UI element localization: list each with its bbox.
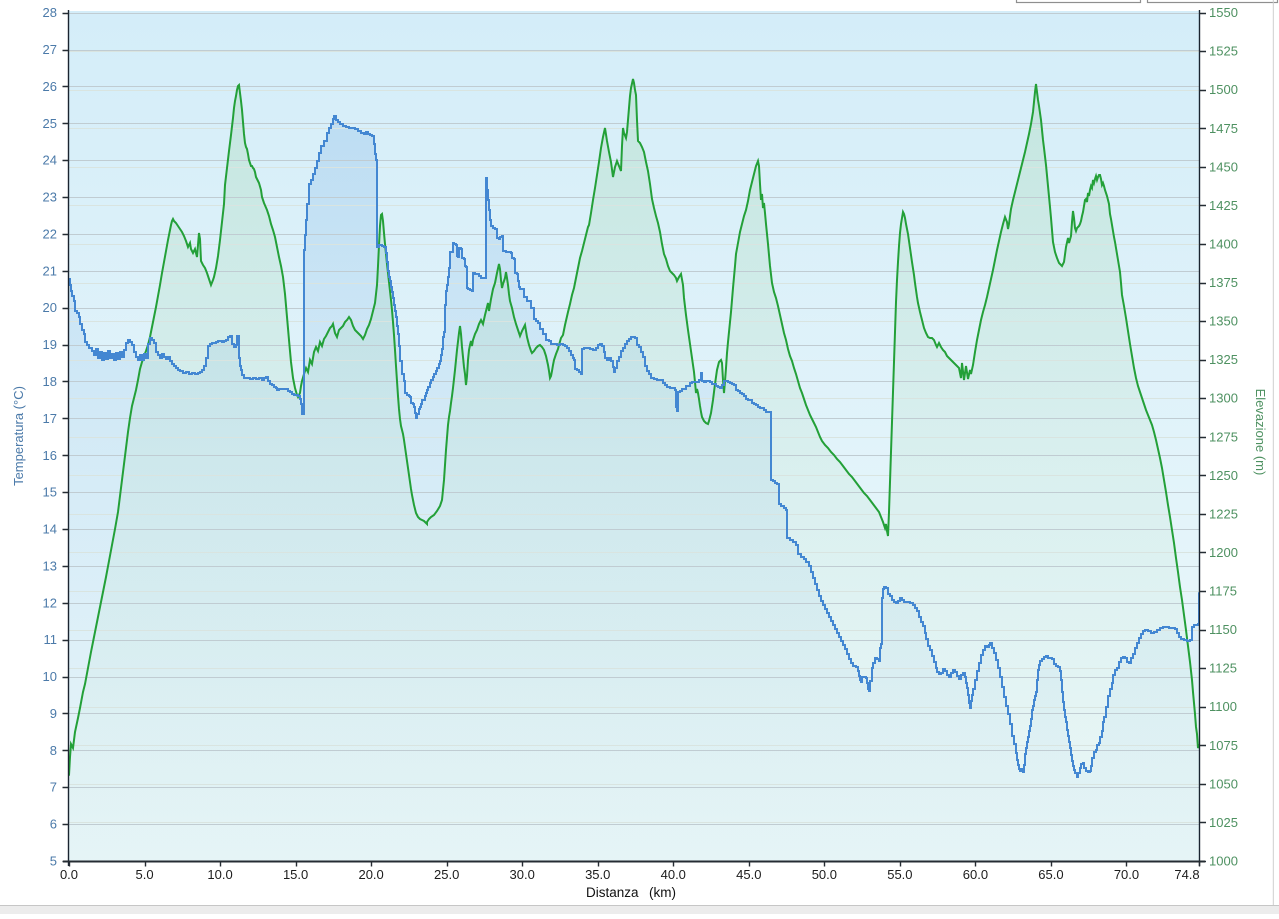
svg-text:1325: 1325 <box>1209 352 1238 367</box>
svg-text:50.0: 50.0 <box>812 867 837 882</box>
svg-text:15: 15 <box>43 485 57 500</box>
svg-text:13: 13 <box>43 558 57 573</box>
svg-text:55.0: 55.0 <box>887 867 912 882</box>
svg-text:1425: 1425 <box>1209 198 1238 213</box>
svg-text:10.0: 10.0 <box>207 867 232 882</box>
svg-text:45.0: 45.0 <box>736 867 761 882</box>
svg-text:1450: 1450 <box>1209 159 1238 174</box>
svg-text:1475: 1475 <box>1209 121 1238 136</box>
svg-text:35.0: 35.0 <box>585 867 610 882</box>
svg-text:1225: 1225 <box>1209 506 1238 521</box>
svg-text:24: 24 <box>43 153 57 168</box>
svg-text:1375: 1375 <box>1209 275 1238 290</box>
svg-text:1525: 1525 <box>1209 44 1238 59</box>
svg-text:11: 11 <box>44 632 58 647</box>
svg-text:1275: 1275 <box>1209 429 1238 444</box>
svg-text:22: 22 <box>43 226 57 241</box>
svg-text:26: 26 <box>43 79 57 94</box>
svg-text:9: 9 <box>50 706 57 721</box>
svg-text:40.0: 40.0 <box>661 867 686 882</box>
svg-text:1175: 1175 <box>1209 584 1237 599</box>
svg-text:30.0: 30.0 <box>510 867 535 882</box>
svg-text:5: 5 <box>50 854 57 869</box>
svg-text:60.0: 60.0 <box>963 867 988 882</box>
svg-text:14: 14 <box>43 522 57 537</box>
svg-text:1250: 1250 <box>1209 468 1238 483</box>
svg-text:16: 16 <box>43 448 57 463</box>
svg-text:28: 28 <box>43 5 57 20</box>
svg-text:21: 21 <box>43 263 57 278</box>
svg-text:1050: 1050 <box>1209 776 1238 791</box>
svg-text:0.0: 0.0 <box>60 867 78 882</box>
svg-text:1000: 1000 <box>1209 854 1238 869</box>
svg-text:20: 20 <box>43 300 57 315</box>
svg-text:1075: 1075 <box>1209 738 1238 753</box>
svg-text:1350: 1350 <box>1209 314 1238 329</box>
svg-text:18: 18 <box>43 374 57 389</box>
svg-text:1300: 1300 <box>1209 391 1238 406</box>
svg-text:8: 8 <box>50 743 57 758</box>
svg-text:1100: 1100 <box>1209 699 1237 714</box>
svg-text:5.0: 5.0 <box>135 867 153 882</box>
svg-text:1500: 1500 <box>1209 82 1238 97</box>
svg-text:17: 17 <box>43 411 57 426</box>
svg-text:27: 27 <box>43 42 57 57</box>
svg-text:1200: 1200 <box>1209 545 1238 560</box>
svg-text:10: 10 <box>43 669 57 684</box>
svg-text:1125: 1125 <box>1209 661 1237 676</box>
svg-text:Temperatura (°C): Temperatura (°C) <box>11 386 26 486</box>
svg-text:12: 12 <box>43 595 57 610</box>
svg-text:1400: 1400 <box>1209 236 1238 251</box>
svg-text:Elevazione (m): Elevazione (m) <box>1253 389 1268 476</box>
svg-text:70.0: 70.0 <box>1114 867 1139 882</box>
svg-text:20.0: 20.0 <box>358 867 383 882</box>
svg-text:65.0: 65.0 <box>1038 867 1063 882</box>
svg-text:7: 7 <box>50 780 57 795</box>
svg-text:1550: 1550 <box>1209 5 1238 20</box>
svg-text:19: 19 <box>43 337 57 352</box>
svg-text:74.8: 74.8 <box>1174 867 1199 882</box>
svg-text:1150: 1150 <box>1209 622 1237 637</box>
svg-text:25: 25 <box>43 116 57 131</box>
svg-text:6: 6 <box>50 817 57 832</box>
svg-text:Distanza (km): Distanza (km) <box>586 885 676 900</box>
svg-text:23: 23 <box>43 190 57 205</box>
svg-text:1025: 1025 <box>1209 815 1238 830</box>
svg-text:25.0: 25.0 <box>434 867 459 882</box>
svg-text:15.0: 15.0 <box>283 867 308 882</box>
